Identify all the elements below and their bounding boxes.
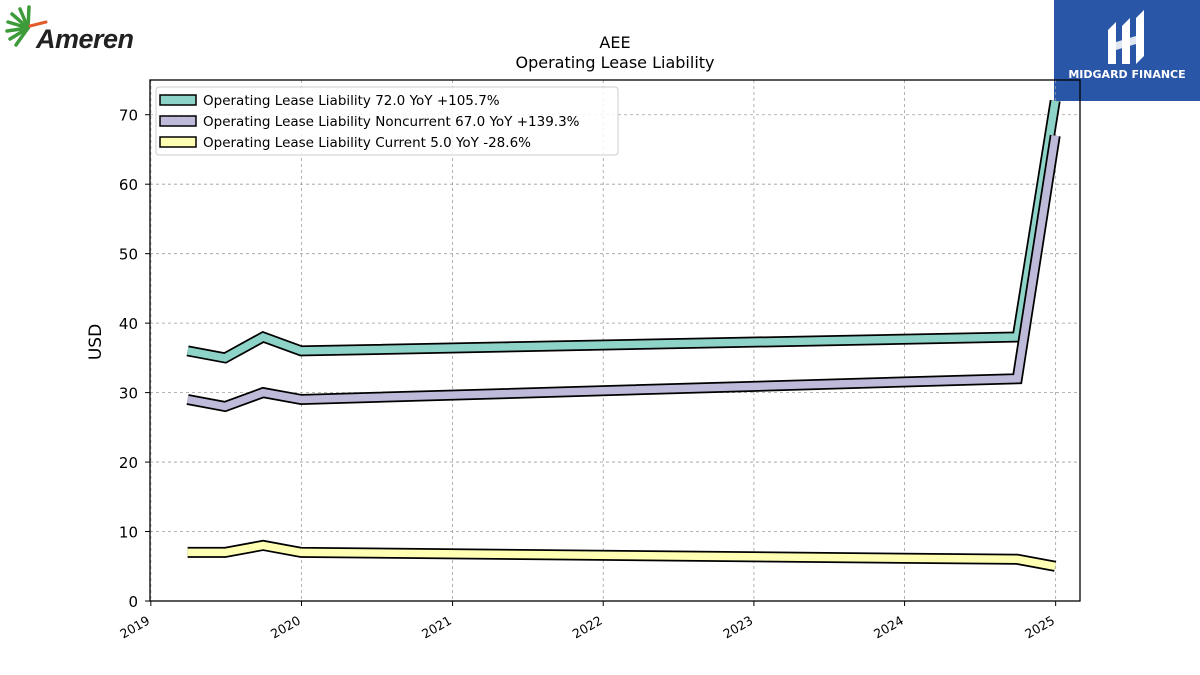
- x-tick-label: 2023: [720, 613, 755, 642]
- legend-entry: Operating Lease Liability Noncurrent 67.…: [159, 114, 580, 130]
- legend-label: Operating Lease Liability Current 5.0 Yo…: [203, 135, 531, 151]
- legend-label: Operating Lease Liability 72.0 YoY +105.…: [203, 93, 500, 109]
- x-tick-label: 2022: [570, 613, 605, 642]
- y-tick-label: 40: [119, 315, 138, 333]
- y-tick-label: 50: [119, 246, 138, 264]
- legend-swatch: [159, 115, 197, 127]
- x-tick-label: 2021: [419, 613, 454, 642]
- ameren-sunburst-icon: [5, 5, 48, 47]
- legend: Operating Lease Liability 72.0 YoY +105.…: [155, 86, 619, 156]
- x-tick-label: 2025: [1022, 613, 1057, 642]
- legend-entry: Operating Lease Liability 72.0 YoY +105.…: [159, 93, 500, 109]
- x-tick-label: 2019: [117, 613, 152, 642]
- y-tick-label: 70: [119, 107, 138, 125]
- y-tick-label: 20: [119, 454, 138, 472]
- chart-subtitle: Operating Lease Liability: [515, 53, 714, 72]
- ameren-logo-text: Ameren: [36, 24, 134, 54]
- legend-entry: Operating Lease Liability Current 5.0 Yo…: [159, 135, 531, 151]
- series-line: [187, 541, 1056, 570]
- legend-box: [155, 86, 619, 156]
- x-tick-label: 2024: [871, 613, 906, 642]
- chart-title: AEE: [599, 33, 630, 52]
- series-line-outline: [186, 134, 1061, 413]
- legend-swatch: [159, 136, 197, 148]
- midgard-finance-logo: MIDGARD FINANCE: [1054, 0, 1200, 101]
- series-3: [187, 539, 1057, 572]
- y-axis: 0 10 20 30 40 50 60 70: [119, 107, 150, 611]
- legend-label: Operating Lease Liability Noncurrent 67.…: [203, 114, 580, 130]
- midgard-finance-logo-text: MIDGARD FINANCE: [1068, 68, 1186, 81]
- legend-swatch: [159, 94, 197, 106]
- x-axis: 2019 2020 2021 2022 2023 2024 2025: [117, 601, 1057, 642]
- ameren-logo: Ameren: [4, 4, 134, 56]
- y-tick-label: 0: [128, 593, 138, 611]
- series-line: [186, 135, 1059, 411]
- midgard-monogram-icon: [1108, 10, 1144, 64]
- series-layer: [186, 99, 1061, 572]
- y-axis-label: USD: [86, 324, 106, 360]
- plot-frame: [149, 79, 1081, 602]
- series-1: [186, 99, 1061, 364]
- y-tick-label: 30: [119, 385, 138, 403]
- y-tick-label: 10: [119, 524, 138, 542]
- y-tick-label: 60: [119, 176, 138, 194]
- series-2: [186, 134, 1061, 413]
- x-tick-label: 2020: [268, 613, 303, 642]
- series-line: [186, 100, 1059, 362]
